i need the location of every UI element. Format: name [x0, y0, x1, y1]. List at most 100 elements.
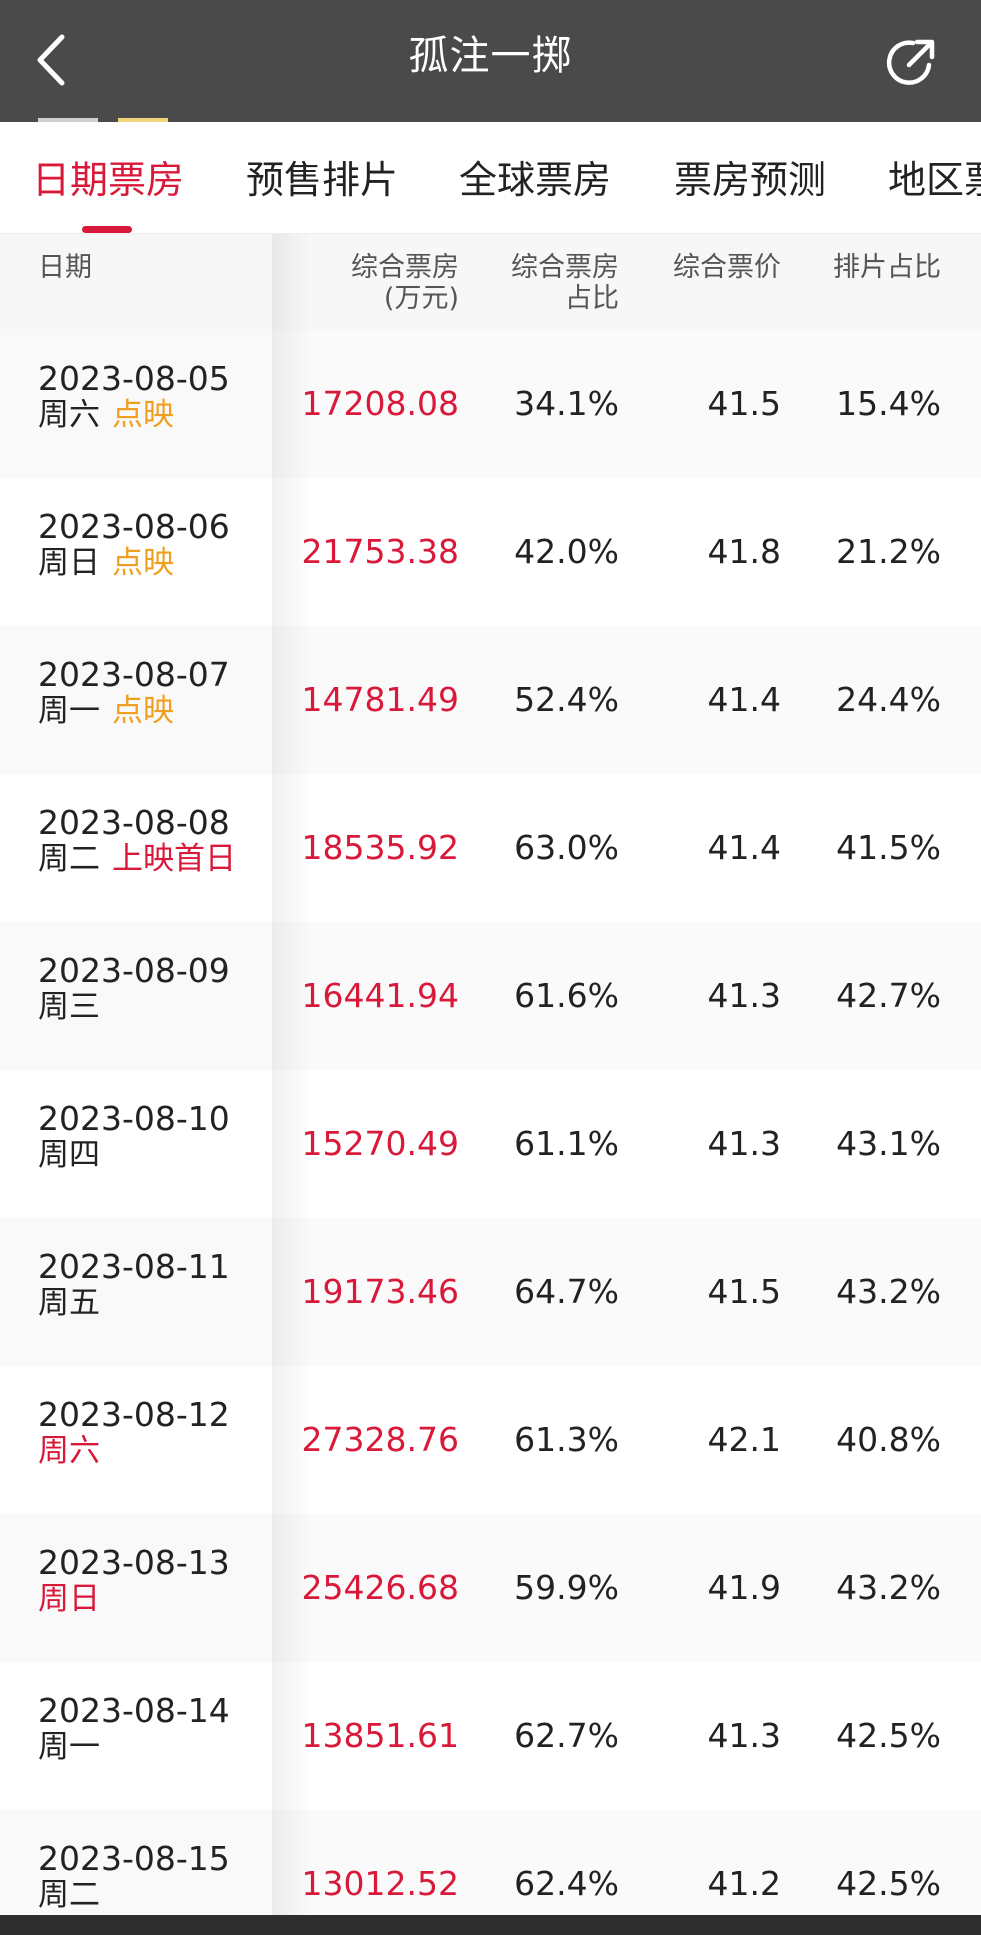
row-weekday: 周三 — [38, 989, 100, 1025]
row-weekday: 周六 — [38, 1433, 100, 1469]
row-day-info: 周二 上映首日 — [38, 840, 236, 878]
row-schedule-share: 43.2% — [836, 1272, 941, 1311]
row-box-office-share: 61.3% — [514, 1420, 619, 1459]
row-box-office-share: 52.4% — [514, 680, 619, 719]
row-ticket-price: 41.3 — [707, 976, 781, 1015]
row-schedule-share: 40.8% — [836, 1420, 941, 1459]
row-schedule-share: 43.2% — [836, 1568, 941, 1607]
row-box-office-share: 34.1% — [514, 384, 619, 423]
row-weekday: 周一 — [38, 1729, 100, 1765]
bottom-edge-bar — [0, 1915, 981, 1935]
back-button[interactable] — [26, 30, 76, 90]
tab-daily-box-office[interactable]: 日期票房 — [32, 158, 185, 202]
row-day-info: 周日 — [38, 1580, 100, 1618]
row-day-info: 周四 — [38, 1136, 100, 1174]
date-cell: 2023-08-09 周三 — [0, 922, 272, 1070]
share-icon — [886, 39, 935, 85]
tab-regional-box-office[interactable]: 地区票 — [888, 158, 981, 202]
date-cell: 2023-08-15 周二 — [0, 1810, 272, 1935]
row-schedule-share: 42.7% — [836, 976, 941, 1015]
active-tab-indicator — [82, 226, 132, 233]
table-row[interactable]: 2023-08-06 周日 点映 21753.38 42.0% 41.8 21.2% — [0, 478, 981, 626]
table-row[interactable]: 2023-08-09 周三 16441.94 61.6% 41.3 42.7% — [0, 922, 981, 1070]
row-ticket-price: 41.9 — [707, 1568, 781, 1607]
row-day-info: 周五 — [38, 1284, 100, 1322]
date-cell: 2023-08-14 周一 — [0, 1662, 272, 1810]
row-schedule-share: 41.5% — [836, 828, 941, 867]
row-box-office: 13851.61 — [301, 1716, 459, 1755]
row-day-info: 周六 点映 — [38, 396, 174, 434]
header-box-office-line1: 综合票房 — [351, 252, 459, 283]
page-title: 孤注一掷 — [408, 33, 573, 79]
row-weekday: 周日 — [38, 1581, 100, 1617]
row-date: 2023-08-11 — [38, 1247, 230, 1286]
table-row[interactable]: 2023-08-14 周一 13851.61 62.7% 41.3 42.5% — [0, 1662, 981, 1810]
table-row[interactable]: 2023-08-11 周五 19173.46 64.7% 41.5 43.2% — [0, 1218, 981, 1366]
row-box-office-share: 61.1% — [514, 1124, 619, 1163]
row-date: 2023-08-12 — [38, 1395, 230, 1434]
row-box-office: 17208.08 — [301, 384, 459, 423]
row-date: 2023-08-08 — [38, 803, 230, 842]
date-cell: 2023-08-11 周五 — [0, 1218, 272, 1366]
tab-bar: 日期票房 预售排片 全球票房 票房预测 地区票 — [0, 122, 981, 234]
row-box-office: 18535.92 — [301, 828, 459, 867]
row-day-info: 周六 — [38, 1432, 100, 1470]
tab-presale-schedule[interactable]: 预售排片 — [246, 158, 399, 202]
date-cell: 2023-08-05 周六 点映 — [0, 330, 272, 478]
row-ticket-price: 41.5 — [707, 384, 781, 423]
row-box-office: 21753.38 — [301, 532, 459, 571]
row-date: 2023-08-06 — [38, 507, 230, 546]
date-cell: 2023-08-07 周一 点映 — [0, 626, 272, 774]
row-status-tag: 点映 — [112, 545, 174, 581]
box-office-table: 日期 综合票房 (万元) 综合票房 占比 综合票价 排片占比 2023-08-0… — [0, 234, 981, 1935]
row-box-office-share: 64.7% — [514, 1272, 619, 1311]
row-box-office: 19173.46 — [301, 1272, 459, 1311]
header-schedule-share[interactable]: 排片占比 — [833, 252, 941, 283]
row-date: 2023-08-15 — [38, 1839, 230, 1878]
table-row[interactable]: 2023-08-12 周六 27328.76 61.3% 42.1 40.8% — [0, 1366, 981, 1514]
row-ticket-price: 42.1 — [707, 1420, 781, 1459]
table-row[interactable]: 2023-08-05 周六 点映 17208.08 34.1% 41.5 15.4% — [0, 330, 981, 478]
date-cell: 2023-08-13 周日 — [0, 1514, 272, 1662]
row-ticket-price: 41.2 — [707, 1864, 781, 1903]
title-bar: 孤注一掷 — [0, 0, 981, 122]
table-row[interactable]: 2023-08-13 周日 25426.68 59.9% 41.9 43.2% — [0, 1514, 981, 1662]
row-box-office-share: 62.4% — [514, 1864, 619, 1903]
row-box-office: 27328.76 — [301, 1420, 459, 1459]
row-status-tag: 点映 — [112, 693, 174, 729]
row-weekday: 周五 — [38, 1285, 100, 1321]
chevron-left-icon — [37, 34, 65, 86]
table-row[interactable]: 2023-08-10 周四 15270.49 61.1% 41.3 43.1% — [0, 1070, 981, 1218]
row-schedule-share: 24.4% — [836, 680, 941, 719]
share-button[interactable] — [880, 32, 942, 94]
date-cell: 2023-08-08 周二 上映首日 — [0, 774, 272, 922]
header-box-office[interactable]: 综合票房 (万元) — [351, 252, 459, 314]
table-row[interactable]: 2023-08-07 周一 点映 14781.49 52.4% 41.4 24.4% — [0, 626, 981, 774]
row-weekday: 周六 — [38, 397, 100, 433]
header-box-office-share[interactable]: 综合票房 占比 — [511, 252, 619, 314]
row-box-office-share: 59.9% — [514, 1568, 619, 1607]
row-ticket-price: 41.5 — [707, 1272, 781, 1311]
row-status-tag: 点映 — [112, 397, 174, 433]
header-share-line1: 综合票房 — [511, 252, 619, 283]
row-date: 2023-08-14 — [38, 1691, 230, 1730]
row-ticket-price: 41.3 — [707, 1124, 781, 1163]
row-date: 2023-08-09 — [38, 951, 230, 990]
tab-box-office-forecast[interactable]: 票房预测 — [674, 158, 827, 202]
header-ticket-price[interactable]: 综合票价 — [673, 252, 781, 283]
row-weekday: 周一 — [38, 693, 100, 729]
row-ticket-price: 41.4 — [707, 680, 781, 719]
table-row[interactable]: 2023-08-08 周二 上映首日 18535.92 63.0% 41.4 41.5% — [0, 774, 981, 922]
row-box-office: 16441.94 — [301, 976, 459, 1015]
row-box-office-share: 63.0% — [514, 828, 619, 867]
date-cell: 2023-08-10 周四 — [0, 1070, 272, 1218]
tab-global-box-office[interactable]: 全球票房 — [459, 158, 612, 202]
row-ticket-price: 41.8 — [707, 532, 781, 571]
row-box-office-share: 62.7% — [514, 1716, 619, 1755]
header-share-line2: 占比 — [565, 283, 619, 314]
header-date[interactable]: 日期 — [38, 252, 92, 283]
row-box-office-share: 61.6% — [514, 976, 619, 1015]
table-row[interactable]: 2023-08-15 周二 13012.52 62.4% 41.2 42.5% — [0, 1810, 981, 1935]
row-schedule-share: 15.4% — [836, 384, 941, 423]
